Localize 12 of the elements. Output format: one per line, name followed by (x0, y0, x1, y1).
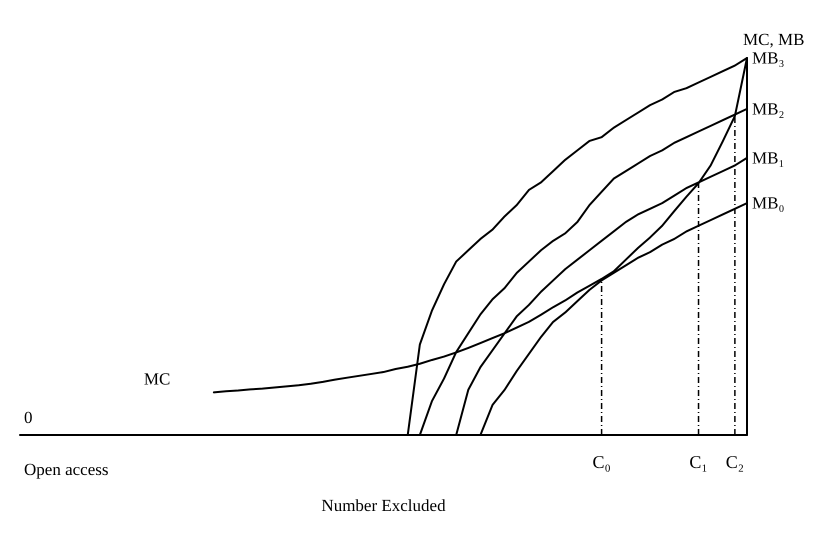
series-label: MB₃ (752, 48, 784, 68)
x-tick-label: C₁ (689, 452, 708, 472)
text: Open access (24, 460, 108, 479)
series-label: MB₂ (752, 99, 784, 118)
x-axis-title: Number Excluded (321, 496, 446, 515)
series-label: MB₀ (752, 194, 784, 213)
series-label: MB₁ (752, 148, 784, 168)
text: MC (144, 369, 170, 388)
y-axis-title: MC, MB (743, 30, 804, 49)
x-tick-label: C₂ (726, 452, 744, 472)
x-tick-label: C₀ (592, 452, 611, 472)
annotation: 0 (24, 408, 32, 427)
